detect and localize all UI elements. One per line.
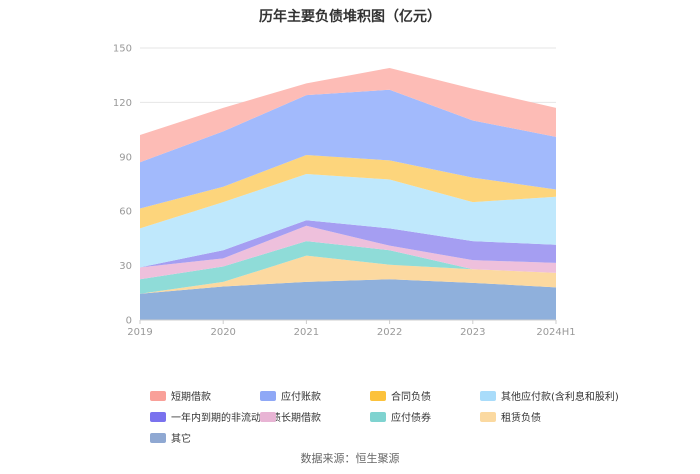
area-series-0 xyxy=(140,279,556,320)
x-tick-label: 2019 xyxy=(127,327,152,338)
legend-item[interactable]: 合同负债 xyxy=(370,388,480,403)
x-tick-label: 2024H1 xyxy=(536,327,575,338)
y-tick-label: 120 xyxy=(113,98,132,109)
area-series-8 xyxy=(140,67,556,163)
legend-label: 其它 xyxy=(171,434,191,445)
x-tick-label: 2021 xyxy=(294,327,319,338)
area-series-6 xyxy=(140,154,556,229)
x-tick-label: 2023 xyxy=(460,327,485,338)
y-tick-label: 150 xyxy=(113,44,132,55)
data-source-note: 数据来源：恒生聚源 xyxy=(300,452,400,465)
legend-swatch xyxy=(370,390,386,401)
y-tick-label: 0 xyxy=(126,316,132,327)
chart-title: 历年主要负债堆积图（亿元） xyxy=(259,9,441,25)
legend-swatch xyxy=(260,411,276,422)
y-tick-label: 90 xyxy=(119,152,132,163)
legend-label: 合同负债 xyxy=(391,392,431,403)
legend-swatch xyxy=(150,390,166,401)
legend-item[interactable]: 租赁负债 xyxy=(480,409,610,424)
legend-swatch xyxy=(370,411,386,422)
area-series-2 xyxy=(140,241,556,294)
x-tick-label: 2022 xyxy=(377,327,402,338)
legend-item[interactable]: 短期借款 xyxy=(150,388,260,403)
area-series-4 xyxy=(140,220,556,268)
area-series xyxy=(140,67,556,320)
legend-item[interactable]: 应付债券 xyxy=(370,409,480,424)
legend-swatch xyxy=(150,432,166,443)
legend-label: 其他应付款(含利息和股利) xyxy=(501,392,619,403)
legend-label: 一年内到期的非流动负债 xyxy=(171,413,281,424)
legend: 短期借款 应付账款 合同负债 其他应付款(含利息和股利) 一年内到期的非流动负债 长期借款… xyxy=(150,388,619,445)
legend-label: 长期借款 xyxy=(281,413,321,424)
x-tick-label: 2020 xyxy=(210,327,235,338)
legend-swatch xyxy=(260,390,276,401)
legend-swatch xyxy=(480,411,496,422)
legend-swatch xyxy=(480,390,496,401)
legend-item[interactable]: 长期借款 xyxy=(260,409,370,424)
legend-label: 短期借款 xyxy=(171,392,211,403)
legend-item[interactable]: 其他应付款(含利息和股利) xyxy=(480,388,619,403)
legend-swatch xyxy=(150,411,166,422)
legend-label: 应付债券 xyxy=(391,413,431,424)
area-series-7 xyxy=(140,89,556,209)
legend-item[interactable]: 一年内到期的非流动负债 xyxy=(150,409,281,424)
area-series-3 xyxy=(140,225,556,280)
legend-label: 租赁负债 xyxy=(501,413,541,424)
y-tick-label: 30 xyxy=(119,261,132,272)
legend-item[interactable]: 其它 xyxy=(150,430,260,445)
legend-item[interactable]: 应付账款 xyxy=(260,388,370,403)
y-tick-label: 60 xyxy=(119,207,132,218)
legend-label: 应付账款 xyxy=(281,392,321,403)
area-series-1 xyxy=(140,255,556,294)
area-series-5 xyxy=(140,174,556,268)
axes: 0 30 60 90 120 150 2019 2020 2021 2022 2023 2024H1 xyxy=(113,44,576,339)
